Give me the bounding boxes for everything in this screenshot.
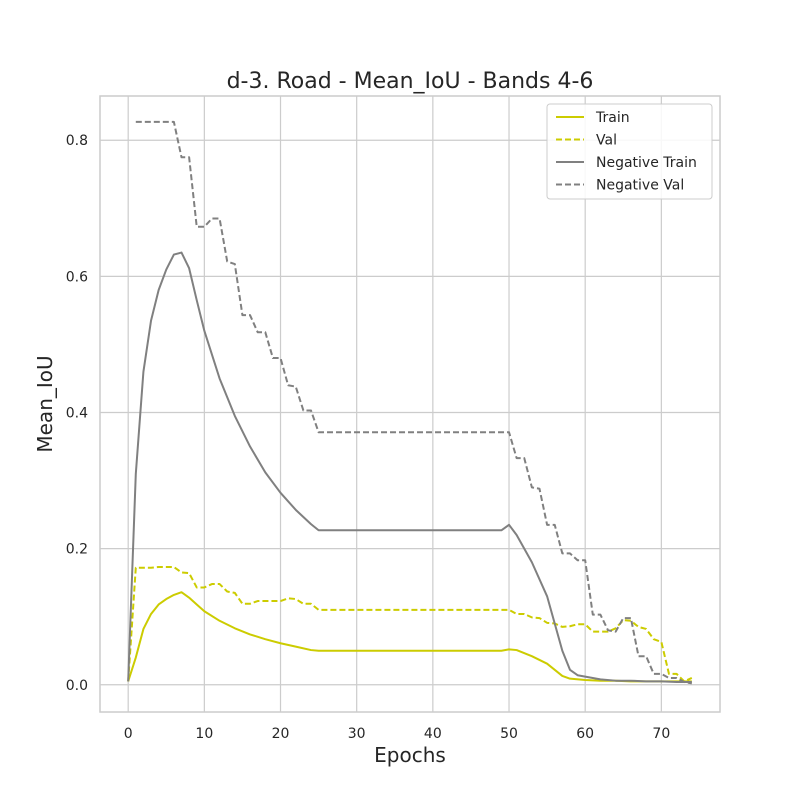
x-tick-label: 70 — [652, 726, 670, 742]
x-axis-label: Epochs — [374, 743, 446, 767]
legend-box — [546, 103, 713, 200]
x-tick-label: 40 — [424, 726, 442, 742]
x-axis-ticks: 0 10 20 30 40 50 60 70 — [124, 726, 671, 742]
series-line-negative-train — [127, 251, 692, 684]
legend-label-negative-val: Negative Val — [596, 178, 684, 194]
y-axis-label: Mean_IoU — [33, 355, 57, 452]
y-tick-label: 0.4 — [66, 406, 88, 422]
series-line-negative-val — [135, 120, 692, 685]
plot-lines — [127, 120, 693, 685]
y-tick-label: 0.2 — [66, 542, 88, 558]
x-tick-label: 10 — [195, 726, 213, 742]
legend-label-negative-train: Negative Train — [596, 155, 697, 171]
x-tick-label: 30 — [348, 726, 366, 742]
y-tick-label: 0.8 — [66, 133, 88, 149]
series-line-train — [127, 591, 692, 683]
legend-label-val: Val — [596, 133, 617, 149]
x-tick-label: 0 — [124, 726, 133, 742]
y-tick-label: 0.0 — [66, 678, 88, 694]
x-tick-label: 50 — [500, 726, 518, 742]
y-tick-label: 0.6 — [66, 269, 88, 285]
x-tick-label: 60 — [576, 726, 594, 742]
x-tick-label: 20 — [272, 726, 290, 742]
legend: Train Val Negative Train Negative Val — [546, 103, 713, 200]
legend-label-train: Train — [595, 110, 630, 126]
y-axis-ticks: 0.0 0.2 0.4 0.6 0.8 — [66, 133, 88, 694]
series-line-val — [127, 566, 693, 683]
chart-title: d-3. Road - Mean_IoU - Bands 4-6 — [227, 69, 594, 94]
plot-frame — [99, 95, 721, 713]
